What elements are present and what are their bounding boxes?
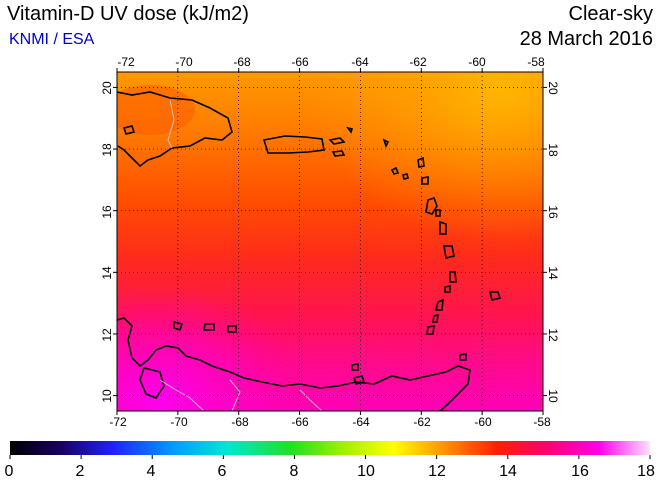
colorbar-label: 10 bbox=[357, 463, 375, 480]
colorbar bbox=[10, 441, 650, 455]
colorbar-label: 18 bbox=[637, 463, 655, 480]
lat-tick-left: 18 bbox=[100, 143, 114, 157]
colorbar-label: 16 bbox=[571, 463, 589, 480]
lon-tick-top: -60 bbox=[468, 55, 486, 69]
lat-tick-left: 14 bbox=[100, 266, 114, 280]
lon-tick-top: -64 bbox=[351, 55, 369, 69]
lon-tick-bottom: -72 bbox=[109, 415, 127, 429]
lon-tick-top: -68 bbox=[233, 55, 251, 69]
date-label: 28 March 2016 bbox=[519, 28, 653, 50]
coastlines bbox=[117, 91, 502, 411]
lat-tick-left: 10 bbox=[100, 389, 114, 403]
lat-tick-left: 20 bbox=[100, 81, 114, 95]
colorbar-label: 0 bbox=[5, 463, 14, 480]
lon-tick-bottom: -64 bbox=[352, 415, 370, 429]
colorbar-label: 4 bbox=[147, 463, 156, 480]
lat-tick-left: 16 bbox=[100, 205, 114, 219]
lat-tick-right: 18 bbox=[546, 143, 560, 157]
lon-tick-bottom: -58 bbox=[533, 415, 551, 429]
lon-tick-top: -66 bbox=[291, 55, 309, 69]
lon-tick-bottom: -60 bbox=[474, 415, 492, 429]
map-title: Vitamin-D UV dose (kJ/m2) bbox=[7, 3, 249, 25]
lon-tick-top: -70 bbox=[175, 55, 193, 69]
map-frame bbox=[116, 71, 544, 412]
lon-tick-bottom: -68 bbox=[231, 415, 249, 429]
lon-tick-bottom: -62 bbox=[413, 415, 431, 429]
lat-tick-right: 10 bbox=[546, 389, 560, 403]
lon-tick-top: -58 bbox=[527, 55, 545, 69]
colorbar-ticks bbox=[9, 455, 651, 459]
colorbar-label: 8 bbox=[290, 463, 299, 480]
colorbar-label: 2 bbox=[76, 463, 85, 480]
lon-tick-bottom: -66 bbox=[291, 415, 309, 429]
lat-tick-right: 16 bbox=[546, 205, 560, 219]
map-border-ticks bbox=[113, 68, 547, 415]
lat-tick-left: 12 bbox=[100, 328, 114, 342]
lat-tick-right: 20 bbox=[546, 81, 560, 95]
colorbar-label: 12 bbox=[428, 463, 446, 480]
lon-tick-top: -62 bbox=[409, 55, 427, 69]
colorbar-label: 6 bbox=[218, 463, 227, 480]
lon-tick-top: -72 bbox=[117, 55, 135, 69]
uv-dose-field bbox=[117, 72, 543, 411]
country-borders bbox=[159, 99, 323, 411]
lat-tick-right: 12 bbox=[546, 328, 560, 342]
lon-tick-bottom: -70 bbox=[170, 415, 188, 429]
graticule bbox=[117, 72, 543, 411]
source-label: KNMI / ESA bbox=[9, 31, 95, 48]
lat-tick-right: 14 bbox=[546, 266, 560, 280]
condition-label: Clear-sky bbox=[568, 3, 653, 25]
colorbar-label: 14 bbox=[499, 463, 517, 480]
